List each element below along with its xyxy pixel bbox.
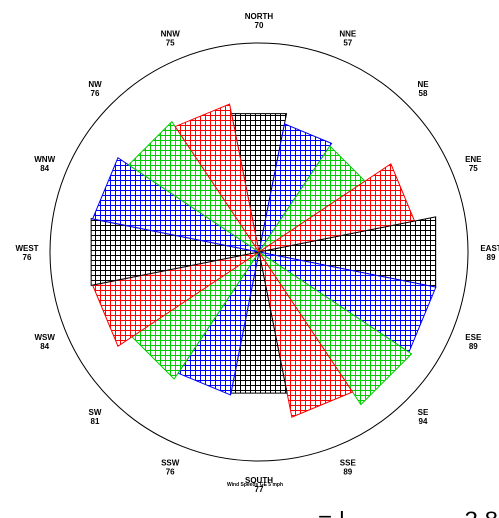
sector-group — [90, 103, 437, 418]
direction-name: NNE — [339, 30, 357, 39]
sector-nnw — [174, 103, 260, 253]
direction-name: WEST — [15, 244, 38, 253]
direction-name: NORTH — [245, 12, 274, 21]
direction-name: WNW — [34, 155, 55, 164]
direction-value: 76 — [166, 467, 175, 476]
direction-name: NW — [88, 80, 102, 89]
direction-value: 75 — [166, 39, 175, 48]
direction-value: 84 — [40, 164, 49, 173]
direction-value: 76 — [91, 89, 100, 98]
direction-value: 70 — [255, 21, 264, 30]
direction-name: SE — [418, 408, 429, 417]
direction-name: ESE — [465, 333, 482, 342]
direction-name: SOUTH — [245, 476, 273, 485]
direction-value: 89 — [469, 342, 478, 351]
direction-value: 57 — [343, 39, 352, 48]
outer-ring — [49, 42, 469, 462]
direction-name: ENE — [465, 155, 482, 164]
direction-value: 89 — [487, 253, 496, 262]
direction-name: SW — [89, 408, 102, 417]
direction-name: NNW — [161, 30, 181, 39]
direction-value: 84 — [40, 342, 49, 351]
direction-name: NE — [417, 80, 429, 89]
direction-name: SSW — [161, 458, 180, 467]
direction-name: EAST — [480, 244, 499, 253]
direction-name: SSE — [340, 458, 357, 467]
direction-value: 75 — [469, 164, 478, 173]
direction-value: 76 — [23, 253, 32, 262]
direction-value: 89 — [343, 467, 352, 476]
direction-value: 94 — [419, 417, 428, 426]
direction-label-group: NORTH70NNE57NE58ENE75EAST89ESE89SE94SSE8… — [15, 12, 499, 494]
direction-name: WSW — [34, 333, 55, 342]
clipped-text: = | — — — – 2 8 — [318, 507, 498, 518]
direction-label-east: EAST89 — [480, 244, 499, 262]
chart-footnote: Wind Speeds GE 5 mph — [227, 482, 283, 488]
direction-value: 58 — [419, 89, 428, 98]
direction-value: 77 — [255, 485, 264, 494]
direction-value: 81 — [91, 417, 100, 426]
